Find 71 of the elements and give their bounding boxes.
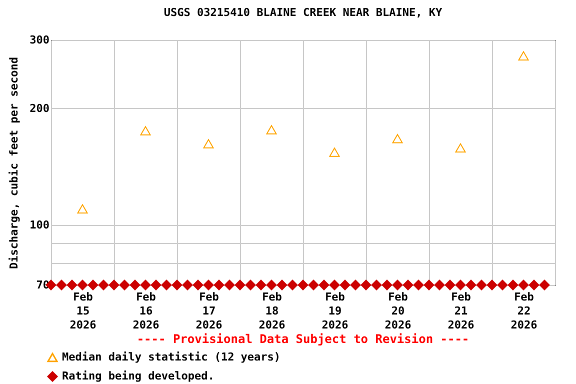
point bbox=[77, 280, 88, 290]
legend-label: Median daily statistic (12 years) bbox=[62, 350, 281, 364]
point bbox=[455, 280, 466, 290]
y-axis-title: Discharge, cubic feet per second bbox=[8, 57, 21, 269]
point bbox=[182, 280, 193, 290]
point bbox=[476, 280, 487, 290]
point bbox=[392, 134, 403, 144]
y-tick-label: 100 bbox=[30, 218, 50, 232]
point bbox=[192, 280, 204, 290]
point bbox=[466, 280, 476, 290]
point bbox=[66, 280, 78, 290]
point bbox=[497, 280, 508, 290]
point bbox=[508, 280, 518, 290]
x-tick-label: Feb 20 2026 bbox=[384, 290, 412, 332]
point bbox=[350, 280, 361, 290]
legend-label: Rating being developed. bbox=[62, 370, 214, 382]
point bbox=[140, 280, 151, 290]
point bbox=[329, 280, 340, 290]
x-tick-label: Feb 15 2026 bbox=[70, 290, 97, 332]
point bbox=[382, 280, 392, 290]
point bbox=[245, 280, 256, 290]
point bbox=[203, 139, 214, 148]
point bbox=[77, 204, 88, 214]
point bbox=[119, 280, 130, 290]
point bbox=[486, 280, 498, 290]
x-tick-label: Feb 16 2026 bbox=[132, 290, 160, 332]
point bbox=[214, 280, 224, 290]
point bbox=[256, 280, 266, 290]
text: ---- Provisional Data Subject to Revision ---- bbox=[136, 332, 470, 346]
x-tick-label: Feb 21 2026 bbox=[448, 290, 475, 332]
point bbox=[539, 280, 550, 290]
point bbox=[402, 280, 414, 290]
point bbox=[88, 280, 98, 290]
point bbox=[161, 280, 172, 290]
point bbox=[56, 280, 67, 290]
y-tick-label: 300 bbox=[30, 34, 50, 46]
point bbox=[172, 280, 182, 290]
point bbox=[308, 280, 319, 290]
x-tick-label: Feb 18 2026 bbox=[258, 290, 286, 332]
point bbox=[318, 280, 330, 290]
point bbox=[360, 280, 372, 290]
point bbox=[434, 280, 445, 290]
point bbox=[298, 280, 308, 290]
point bbox=[518, 280, 529, 290]
point bbox=[266, 280, 277, 290]
point bbox=[340, 280, 350, 290]
point bbox=[455, 143, 466, 153]
point bbox=[108, 280, 120, 290]
x-tick-label: Feb 22 2026 bbox=[510, 290, 538, 332]
point bbox=[203, 280, 214, 290]
y-tick-label: 200 bbox=[30, 102, 50, 115]
point bbox=[234, 280, 246, 290]
point bbox=[329, 148, 340, 157]
point bbox=[528, 280, 540, 290]
x-tick-label: Feb 17 2026 bbox=[196, 290, 223, 332]
point bbox=[371, 280, 382, 290]
point bbox=[276, 280, 288, 290]
point bbox=[392, 280, 403, 290]
point bbox=[140, 126, 151, 136]
point bbox=[287, 280, 298, 290]
point bbox=[150, 280, 162, 290]
point bbox=[98, 280, 109, 290]
x-tick-label: Feb 19 2026 bbox=[322, 290, 349, 332]
point bbox=[266, 125, 277, 134]
point bbox=[413, 280, 424, 290]
point bbox=[444, 280, 456, 290]
point bbox=[224, 280, 235, 290]
chart-title: USGS 03215410 BLAINE CREEK NEAR BLAINE, KY bbox=[164, 6, 442, 19]
point bbox=[424, 280, 434, 290]
point bbox=[130, 280, 140, 290]
point bbox=[518, 51, 529, 60]
